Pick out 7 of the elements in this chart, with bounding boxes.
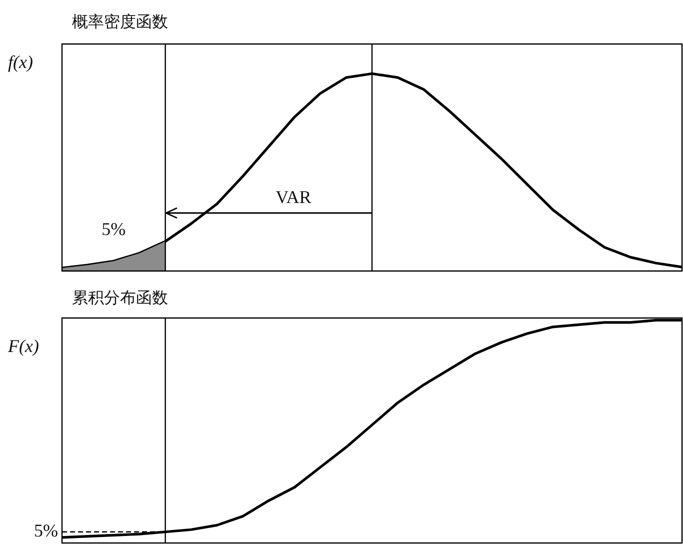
chart-title: 累积分布函数 <box>72 288 168 309</box>
y-axis-title: F(x) <box>8 336 39 357</box>
chart-title: 概率密度函数 <box>72 12 168 33</box>
y-axis-title: f(x) <box>8 52 33 73</box>
annotation: 5% <box>102 219 126 240</box>
annotation: VAR <box>276 186 312 207</box>
ref-line-label: 5% <box>34 520 58 541</box>
